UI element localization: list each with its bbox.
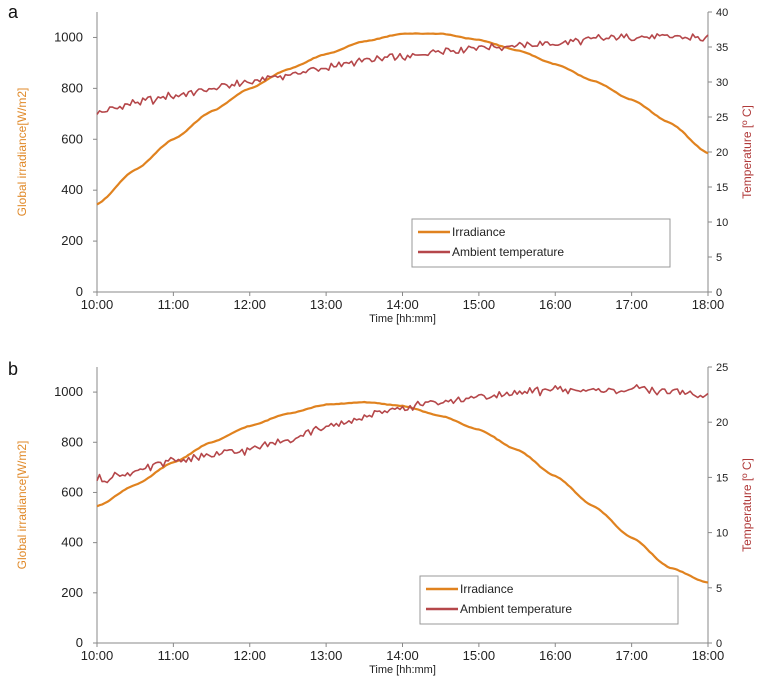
legend-entry: Irradiance	[452, 225, 506, 239]
y-tick-label-right: 10	[716, 217, 728, 229]
x-tick-label: 13:00	[310, 648, 343, 663]
y-tick-label-left: 1000	[54, 29, 83, 44]
panel-label: b	[8, 359, 18, 379]
y-tick-label-right: 20	[716, 147, 728, 159]
chart-panel-b: b 0 200 400 600 800 1000 0 5 10 15 20 25 10:00 11:00 12…	[8, 359, 754, 676]
legend: Irradiance Ambient temperature	[411, 218, 671, 268]
series-line-irradiance	[96, 32, 709, 206]
y-tick-label-left: 600	[61, 484, 83, 499]
x-tick-label: 13:00	[310, 297, 343, 312]
y-axis-label-right: Temperature [º C]	[740, 458, 754, 552]
y-tick-label-left: 400	[61, 535, 83, 550]
y-tick-label-right: 15	[716, 182, 728, 194]
y-tick-label-right: 30	[716, 77, 728, 89]
x-tick-label: 18:00	[692, 297, 725, 312]
y-tick-label-right: 5	[716, 252, 722, 264]
legend: Irradiance Ambient temperature	[419, 575, 679, 625]
x-tick-label: 12:00	[233, 648, 266, 663]
y-axis-label-left: Global irradiance[W/m2]	[15, 88, 29, 217]
x-tick-label: 11:00	[158, 297, 190, 312]
legend-entry: Irradiance	[460, 582, 514, 596]
y-tick-label-right: 40	[716, 7, 728, 19]
x-tick-label: 17:00	[615, 297, 648, 312]
y-tick-label-right: 25	[716, 112, 728, 124]
y-axis-label-right: Temperature [º C]	[740, 105, 754, 199]
y-tick-label-left: 200	[61, 585, 83, 600]
legend-box	[411, 218, 671, 268]
legend-box	[419, 575, 679, 625]
y-tick-label-right: 15	[716, 472, 728, 484]
series-line-ambient-temperature	[96, 384, 709, 484]
x-tick-label: 15:00	[463, 648, 496, 663]
x-tick-label: 17:00	[615, 648, 648, 663]
y-tick-label-left: 800	[61, 434, 83, 449]
legend-entry: Ambient temperature	[460, 602, 572, 616]
y-tick-label-right: 0	[716, 287, 722, 299]
y-tick-label-right: 20	[716, 417, 728, 429]
x-tick-label: 15:00	[463, 297, 496, 312]
x-tick-label: 16:00	[539, 297, 572, 312]
x-tick-label: 18:00	[692, 648, 725, 663]
series-line-irradiance	[96, 400, 709, 584]
x-tick-label: 14:00	[386, 297, 419, 312]
x-tick-label: 10:00	[81, 297, 114, 312]
y-tick-label-left: 600	[61, 131, 83, 146]
x-tick-label: 14:00	[386, 648, 419, 663]
y-tick-label-left: 800	[61, 80, 83, 95]
panel-label: a	[8, 2, 19, 22]
x-axis-label: Time [hh:mm]	[369, 664, 436, 676]
y-tick-label-right: 5	[716, 583, 722, 595]
y-tick-label-right: 25	[716, 362, 728, 374]
legend-entry: Ambient temperature	[452, 245, 564, 259]
y-tick-label-left: 0	[76, 635, 83, 650]
series-line-ambient-temperature	[96, 33, 709, 115]
y-tick-label-left: 400	[61, 182, 83, 197]
x-tick-label: 16:00	[539, 648, 572, 663]
y-tick-label-left: 1000	[54, 384, 83, 399]
y-axis-label-left: Global irradiance[W/m2]	[15, 441, 29, 570]
y-tick-label-right: 0	[716, 638, 722, 650]
y-tick-label-right: 35	[716, 42, 728, 54]
x-tick-label: 12:00	[233, 297, 266, 312]
y-tick-label-left: 0	[76, 284, 83, 299]
x-tick-label: 10:00	[81, 648, 114, 663]
chart-panel-a: a 0 200 400 600 800 1000 0 5 10 15 20 25 30 35 40 10:00 1…	[8, 2, 754, 325]
x-axis-label: Time [hh:mm]	[369, 313, 436, 325]
y-tick-label-right: 10	[716, 528, 728, 540]
x-tick-label: 11:00	[158, 648, 190, 663]
y-tick-label-left: 200	[61, 233, 83, 248]
